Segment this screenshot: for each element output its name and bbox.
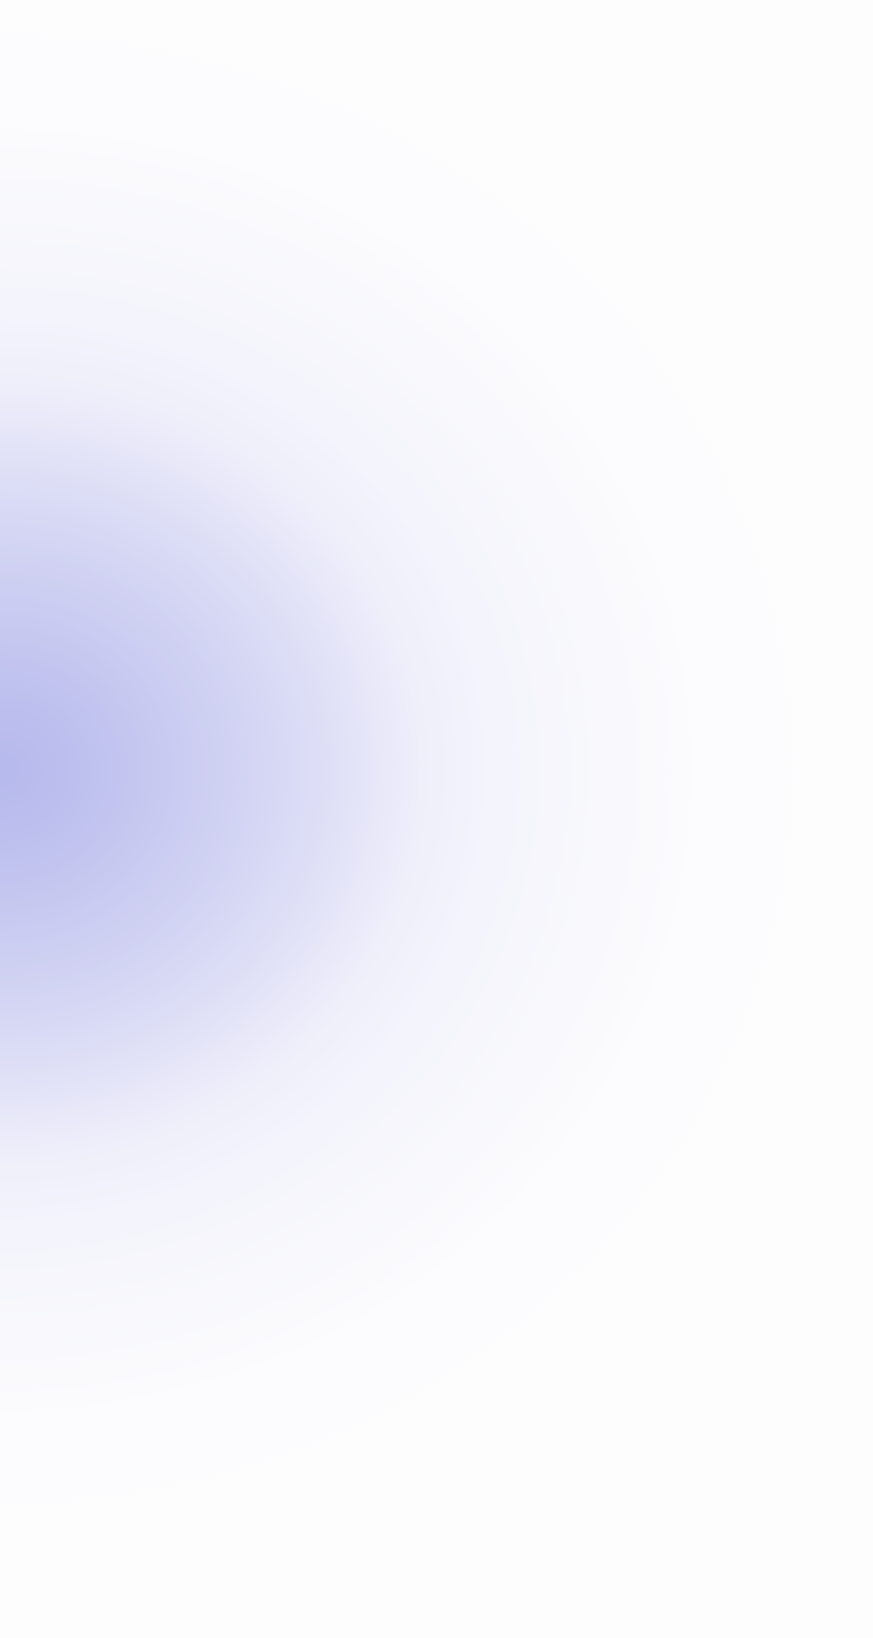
- page: {} (() => { const data = JSON.parse(docu…: [0, 0, 873, 1638]
- gradient-backdrop: [0, 0, 873, 1638]
